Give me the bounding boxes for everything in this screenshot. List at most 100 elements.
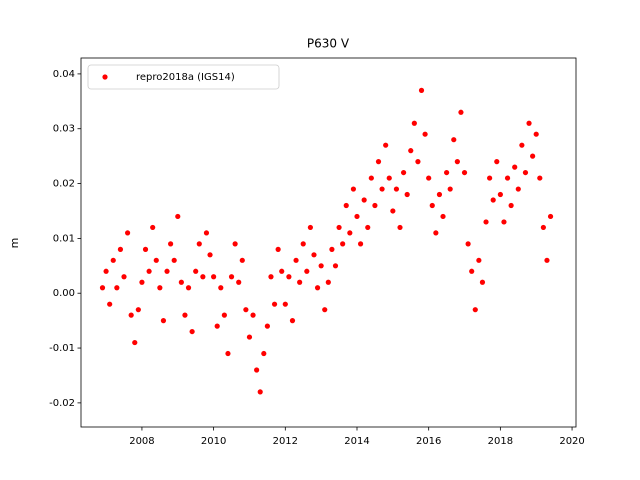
data-point [236,279,242,285]
data-point [379,186,385,192]
data-point [103,268,109,274]
data-point [297,279,303,285]
data-point [160,318,167,324]
x-tick-label: 2010 [201,436,226,447]
data-point [307,224,313,231]
data-point [530,153,536,159]
data-point [211,274,217,280]
data-point [322,307,328,313]
data-point [354,213,360,220]
data-point [99,285,106,291]
data-point [479,279,486,285]
y-tick-label: 0.00 [53,288,75,299]
data-point [271,301,278,307]
data-point [257,389,263,395]
data-point [336,224,342,231]
data-point [508,202,514,209]
data-point [504,175,511,181]
data-point [314,285,321,291]
x-tick-label: 2016 [416,436,441,447]
data-point [203,230,210,236]
data-point [243,307,249,313]
data-point [400,169,407,176]
y-tick-label: 0.01 [53,233,75,244]
data-point [196,241,202,247]
data-point [268,274,274,280]
y-tick-label: 0.02 [53,179,75,190]
x-tick-label: 2014 [344,436,369,447]
data-point [404,191,410,198]
data-point [325,279,331,285]
data-point [487,175,493,181]
data-point [544,257,550,263]
data-point [218,285,224,291]
data-point [454,159,460,165]
legend-box [87,64,280,90]
data-point [114,285,120,291]
data-point [458,109,464,115]
data-point [164,268,170,274]
data-point [422,131,428,137]
data-point [429,202,435,209]
x-tick-label: 2008 [129,436,154,447]
data-point [447,186,453,192]
y-tick-label: -0.02 [49,398,75,409]
data-point [182,312,188,318]
y-tick-label: 0.03 [53,124,75,135]
data-point [332,263,339,269]
y-tick-label: -0.01 [49,343,75,354]
data-point [501,219,507,225]
data-point [375,159,382,165]
data-point [476,257,482,263]
data-point [286,274,292,280]
data-point [397,224,403,231]
data-point [418,87,425,93]
data-point [117,246,124,252]
x-tick-label: 2018 [488,436,513,447]
data-point [250,312,256,318]
data-point [132,339,138,346]
data-point [275,246,281,252]
data-point [350,186,357,192]
data-point [347,230,353,236]
data-point [153,257,159,263]
data-point [293,257,299,263]
data-point [415,159,421,165]
data-point [494,159,500,165]
data-point [383,142,389,148]
y-axis-label: m [8,238,21,249]
data-point [300,241,306,247]
data-point [433,230,439,236]
data-point [512,164,518,170]
data-point [142,246,149,252]
data-point [515,186,521,192]
data-point [361,197,367,203]
data-point [264,323,270,329]
data-point [343,202,349,209]
data-point [261,350,267,357]
data-point [537,175,543,181]
data-point [436,191,443,198]
data-point [461,169,468,176]
data-point [221,312,227,318]
data-point [178,279,184,285]
data-point [124,230,131,236]
data-point [121,274,127,280]
data-point [228,274,235,280]
data-point [393,186,400,192]
data-point [372,202,378,209]
data-point [279,268,285,274]
data-point [365,224,371,231]
data-point [547,213,554,220]
data-point [340,241,346,247]
data-point [465,241,471,247]
data-point [411,120,417,126]
axes-frame [80,57,577,428]
data-point [408,148,414,154]
data-point [110,257,116,263]
data-point [444,169,450,176]
data-point [225,350,231,357]
data-point [490,197,496,203]
data-point [440,213,446,220]
